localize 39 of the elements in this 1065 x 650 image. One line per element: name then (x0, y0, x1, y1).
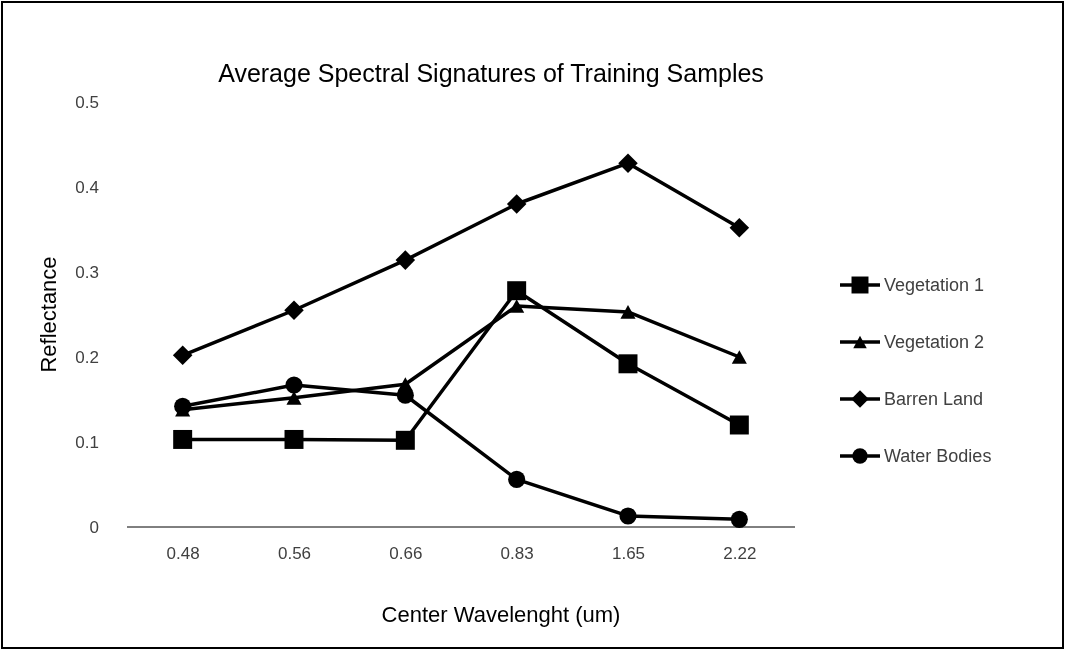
x-tick-label: 0.48 (166, 544, 200, 564)
y-tick-label: 0 (89, 517, 99, 537)
legend-label: Barren Land (884, 389, 984, 409)
y-tick-label: 0.2 (75, 347, 99, 367)
point (618, 153, 638, 173)
x-tick-label: 1.65 (611, 544, 646, 564)
y-tick-label: 0.1 (75, 432, 99, 452)
point (284, 300, 304, 321)
point (730, 510, 748, 528)
point (620, 305, 636, 319)
legend-label: Vegetation 2 (884, 332, 985, 352)
chart-title: Average Spectral Signatures of Training Samples (218, 59, 764, 87)
point (506, 194, 527, 214)
point (619, 507, 637, 525)
point (729, 218, 750, 238)
legend-label: Water Bodies (884, 446, 992, 466)
point (508, 470, 526, 488)
point (395, 430, 415, 450)
legend-label: Vegetation 1 (884, 275, 985, 295)
x-tick-label: 0.66 (389, 544, 423, 564)
point (395, 250, 416, 270)
point (618, 354, 638, 374)
x-axis-title: Center Wavelenght (um) (381, 602, 621, 627)
point (507, 281, 527, 301)
y-axis-title: Reflectance (36, 256, 61, 373)
x-tick-label: 0.83 (500, 544, 534, 564)
point (729, 415, 749, 435)
point (173, 429, 193, 449)
point (284, 429, 304, 449)
x-tick-label: 2.22 (723, 544, 757, 564)
y-tick-label: 0.5 (75, 92, 99, 112)
y-tick-label: 0.3 (75, 262, 99, 282)
x-tick-label: 0.56 (277, 544, 312, 564)
y-tick-label: 0.4 (75, 177, 99, 197)
point (172, 345, 193, 366)
point (731, 350, 747, 364)
point (509, 299, 525, 313)
point (285, 376, 303, 394)
point (397, 377, 413, 392)
